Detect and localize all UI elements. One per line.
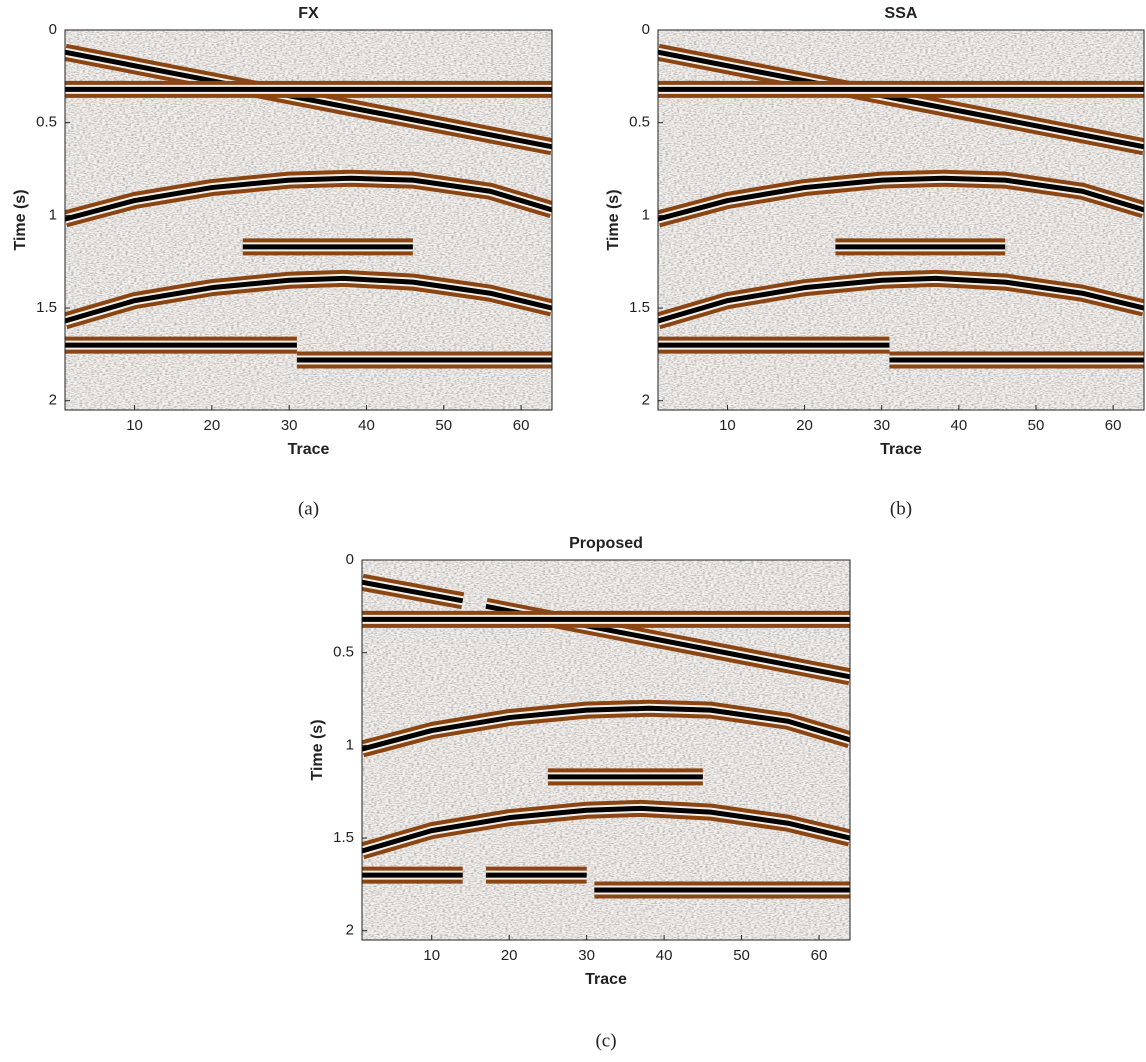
y-tick-label: 2 — [49, 392, 57, 409]
x-axis-label: Trace — [585, 971, 627, 988]
event-line — [362, 805, 850, 854]
y-tick-label: 1 — [642, 206, 650, 223]
plot-frame — [64, 29, 553, 411]
event-line — [658, 49, 1144, 150]
y-tick-label: 0.5 — [629, 114, 650, 131]
x-tick-label: 60 — [1105, 417, 1122, 434]
y-tick-label: 0 — [49, 21, 57, 38]
y-tick-label: 2 — [642, 392, 650, 409]
figure-caption: (a) — [298, 498, 319, 519]
x-tick-label: 30 — [873, 417, 890, 434]
x-tick-label: 50 — [1028, 417, 1045, 434]
event-line — [658, 175, 1144, 222]
event-line — [658, 275, 1144, 324]
y-tick-label: 0.5 — [333, 644, 354, 661]
y-axis-label: Time (s) — [309, 719, 326, 780]
x-axis-label: Trace — [880, 441, 922, 458]
event-line — [65, 175, 552, 222]
y-tick-label: 2 — [346, 922, 354, 939]
x-tick-label: 10 — [719, 417, 736, 434]
events — [658, 43, 1144, 369]
x-axis-label: Trace — [288, 441, 330, 458]
chart-title: Proposed — [569, 535, 643, 552]
event-line — [65, 49, 552, 150]
chart-title: SSA — [885, 5, 918, 22]
x-tick-label: 60 — [811, 947, 828, 964]
y-tick-label: 1 — [49, 206, 57, 223]
event-line — [65, 275, 552, 324]
y-tick-label: 1 — [346, 736, 354, 753]
chart-title: FX — [298, 5, 319, 22]
panel: 10 20 30 40 50 60 0 0.5 1 1.5 2 Proposed Trace Time (… — [309, 535, 851, 1051]
y-tick-label: 0.5 — [36, 114, 57, 131]
x-tick-label: 20 — [796, 417, 813, 434]
panel: 10 20 30 40 50 60 0 0.5 1 1.5 2 SSA Trace Time (s) (b) — [605, 5, 1145, 519]
x-tick-label: 40 — [951, 417, 968, 434]
x-tick-label: 20 — [501, 947, 518, 964]
y-tick-label: 0 — [642, 21, 650, 38]
event-line — [362, 705, 850, 752]
x-tick-label: 50 — [733, 947, 750, 964]
x-tick-label: 40 — [656, 947, 673, 964]
events — [65, 43, 552, 369]
y-axis-label: Time (s) — [605, 189, 622, 250]
x-tick-label: 10 — [126, 417, 143, 434]
plot-frame — [657, 29, 1145, 411]
plot-frame — [361, 559, 851, 941]
figure-caption: (c) — [595, 1030, 616, 1051]
y-tick-label: 0 — [346, 551, 354, 568]
x-tick-label: 50 — [435, 417, 452, 434]
x-tick-label: 30 — [281, 417, 298, 434]
x-tick-label: 40 — [358, 417, 375, 434]
x-tick-label: 20 — [204, 417, 221, 434]
figure-caption: (b) — [890, 498, 912, 519]
y-axis-label: Time (s) — [12, 189, 29, 250]
x-tick-label: 60 — [513, 417, 530, 434]
y-tick-label: 1.5 — [36, 299, 57, 316]
x-tick-label: 30 — [578, 947, 595, 964]
y-tick-label: 1.5 — [629, 299, 650, 316]
x-tick-label: 10 — [423, 947, 440, 964]
y-tick-label: 1.5 — [333, 829, 354, 846]
events — [362, 573, 850, 899]
panel: 10 20 30 40 50 60 0 0.5 1 1.5 2 FX Trace Time (s) (a) — [12, 5, 553, 519]
